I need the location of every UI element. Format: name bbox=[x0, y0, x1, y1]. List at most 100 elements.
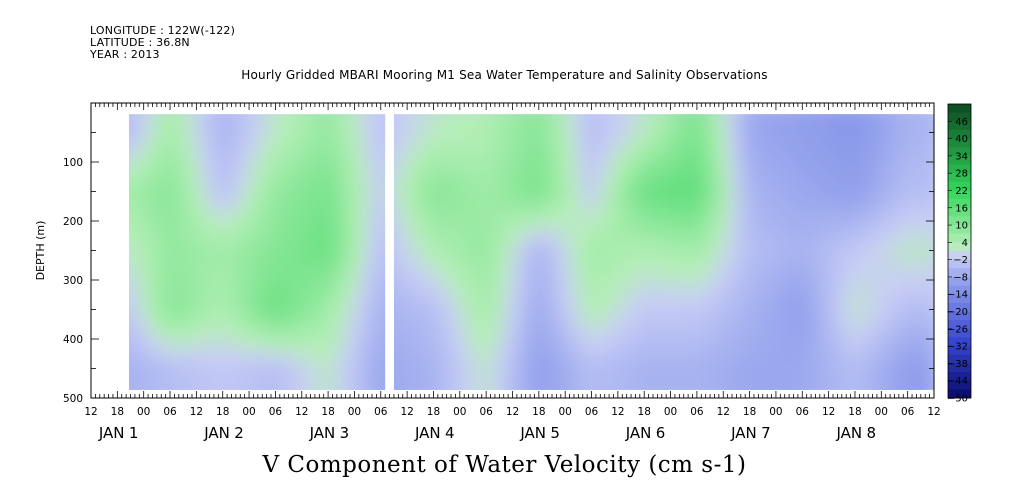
x-hour-label: 06 bbox=[269, 406, 283, 418]
heatmap-cell bbox=[562, 263, 575, 273]
heatmap-cell bbox=[189, 238, 202, 248]
heatmap-cell bbox=[178, 288, 191, 298]
heatmap-cell bbox=[793, 156, 805, 165]
heatmap-cell bbox=[233, 180, 246, 190]
heatmap-cell bbox=[442, 354, 454, 364]
heatmap-cell bbox=[277, 313, 290, 322]
heatmap-cell bbox=[925, 329, 934, 339]
heatmap-cell bbox=[244, 156, 257, 165]
heatmap-cell bbox=[881, 197, 893, 207]
heatmap-cell bbox=[815, 246, 827, 256]
heatmap-cell bbox=[365, 263, 377, 273]
heatmap-cell bbox=[705, 387, 718, 390]
heatmap-cell bbox=[277, 387, 290, 390]
heatmap-cell bbox=[189, 321, 202, 331]
heatmap-cell bbox=[683, 147, 696, 157]
heatmap-cell bbox=[475, 114, 487, 124]
heatmap-cell bbox=[650, 296, 663, 306]
heatmap-cell bbox=[420, 197, 432, 207]
heatmap-cell bbox=[453, 213, 465, 223]
heatmap-cell bbox=[211, 362, 224, 372]
heatmap-cell bbox=[738, 280, 751, 289]
heatmap-cell bbox=[167, 131, 180, 141]
heatmap-cell bbox=[848, 197, 860, 207]
heatmap-cell bbox=[420, 189, 432, 198]
heatmap-cell bbox=[91, 363, 102, 372]
heatmap-cell bbox=[617, 197, 630, 207]
heatmap-cell bbox=[255, 288, 268, 298]
heatmap-cell bbox=[552, 321, 564, 331]
heatmap-cell bbox=[628, 123, 641, 132]
heatmap-cell bbox=[255, 255, 268, 264]
heatmap-cell bbox=[464, 337, 476, 347]
heatmap-cell bbox=[200, 354, 213, 364]
heatmap-cell bbox=[442, 329, 454, 339]
heatmap-cell bbox=[530, 321, 542, 331]
heatmap-cell bbox=[343, 131, 355, 141]
heatmap-cell bbox=[497, 313, 509, 322]
heatmap-cell bbox=[475, 139, 487, 149]
heatmap-cell bbox=[365, 197, 377, 207]
heatmap-cell bbox=[595, 238, 608, 248]
heatmap-cell bbox=[255, 189, 268, 198]
heatmap-cell bbox=[310, 354, 323, 364]
heatmap-cell bbox=[552, 271, 564, 281]
heatmap-cell bbox=[102, 107, 113, 116]
heatmap-cell bbox=[365, 156, 377, 165]
heatmap-cell bbox=[409, 346, 421, 355]
heatmap-cell bbox=[222, 156, 235, 165]
heatmap-cell bbox=[464, 213, 476, 223]
heatmap-cell bbox=[475, 321, 487, 331]
heatmap-cell bbox=[409, 263, 421, 273]
heatmap-cell bbox=[541, 354, 553, 364]
heatmap-cell bbox=[321, 362, 333, 372]
heatmap-cell bbox=[727, 246, 740, 256]
heatmap-cell bbox=[277, 197, 290, 207]
heatmap-cell bbox=[826, 280, 838, 289]
heatmap-cell bbox=[837, 180, 849, 190]
heatmap-cell bbox=[595, 139, 608, 149]
heatmap-cell bbox=[661, 271, 674, 281]
heatmap-cell bbox=[409, 156, 421, 165]
heatmap-cell bbox=[606, 189, 619, 198]
heatmap-cell bbox=[255, 329, 268, 339]
heatmap-cell bbox=[541, 337, 553, 347]
heatmap-cell bbox=[573, 246, 586, 256]
plot-axes: 12 18 00 06 12 18 00 06 12 18 00 06 12 18 00 06 12 18 00 06… bbox=[34, 102, 941, 442]
heatmap-cell bbox=[409, 114, 421, 116]
heatmap-cell bbox=[266, 147, 279, 157]
heatmap-cell bbox=[573, 197, 586, 207]
heatmap-cell bbox=[782, 337, 794, 347]
heatmap-cell bbox=[749, 354, 762, 364]
heatmap-cell bbox=[914, 296, 926, 306]
heatmap-cell bbox=[420, 114, 432, 124]
heatmap-cell bbox=[113, 156, 124, 165]
heatmap-cell bbox=[233, 172, 246, 182]
heatmap-cell bbox=[672, 280, 685, 289]
heatmap-cell bbox=[189, 313, 202, 322]
heatmap-cell bbox=[409, 280, 421, 289]
heatmap-cell bbox=[683, 288, 696, 298]
heatmap-cell bbox=[683, 213, 696, 223]
heatmap-cell bbox=[288, 263, 301, 273]
heatmap-cell bbox=[129, 362, 136, 372]
heatmap-cell bbox=[562, 280, 575, 289]
colorbar-band bbox=[948, 346, 971, 356]
heatmap-cell bbox=[129, 321, 136, 331]
heatmap-cell bbox=[288, 255, 301, 264]
heatmap-cell bbox=[442, 114, 454, 116]
heatmap-cell bbox=[145, 123, 158, 132]
heatmap-cell bbox=[661, 189, 674, 198]
heatmap-cell bbox=[848, 329, 860, 339]
heatmap-cell bbox=[749, 362, 762, 372]
heatmap-cell bbox=[815, 280, 827, 289]
heatmap-cell bbox=[277, 213, 290, 223]
heatmap-cell bbox=[244, 147, 257, 157]
heatmap-cell bbox=[189, 246, 202, 256]
heatmap-cell bbox=[398, 296, 410, 306]
heatmap-cell bbox=[573, 370, 586, 380]
heatmap-cell bbox=[189, 131, 202, 141]
heatmap-cell bbox=[145, 189, 158, 198]
heatmap-cell bbox=[299, 313, 312, 322]
heatmap-cell bbox=[694, 222, 707, 231]
